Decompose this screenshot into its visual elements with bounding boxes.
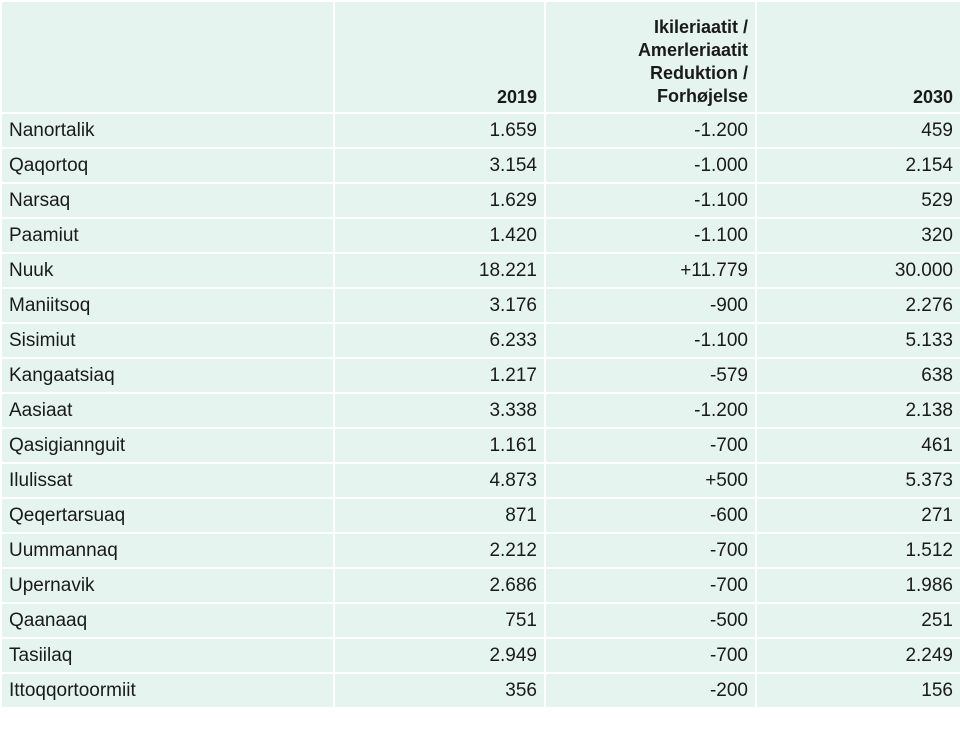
value-2030-cell: 2.249 <box>755 637 960 674</box>
value-2030-cell: 461 <box>755 427 960 464</box>
change-cell: -1.200 <box>544 392 757 429</box>
change-cell: -900 <box>544 287 757 324</box>
table-row: Qaanaaq 751 -500 251 <box>0 602 960 639</box>
municipality-cell: Ittoqqortoormiit <box>0 672 335 709</box>
value-2019-cell: 356 <box>333 672 546 709</box>
change-cell: -1.100 <box>544 217 757 254</box>
value-2030-cell: 1.512 <box>755 532 960 569</box>
change-cell: -579 <box>544 357 757 394</box>
value-2019-cell: 1.161 <box>333 427 546 464</box>
table-body: Nanortalik 1.659 -1.200 459 Qaqortoq 3.154 -1.… <box>0 112 960 709</box>
municipality-cell: Upernavik <box>0 567 335 604</box>
table-row: Qaqortoq 3.154 -1.000 2.154 <box>0 147 960 184</box>
table-row: Narsaq 1.629 -1.100 529 <box>0 182 960 219</box>
value-2019-cell: 18.221 <box>333 252 546 289</box>
change-cell: +11.779 <box>544 252 757 289</box>
table-row: Paamiut 1.420 -1.100 320 <box>0 217 960 254</box>
municipality-cell: Qasigiannguit <box>0 427 335 464</box>
municipality-cell: Nanortalik <box>0 112 335 149</box>
table-row: Ilulissat 4.873 +500 5.373 <box>0 462 960 499</box>
value-2019-cell: 4.873 <box>333 462 546 499</box>
header-change: Ikileriaatit / Amerleriaatit Reduktion /… <box>544 0 757 114</box>
value-2019-cell: 6.233 <box>333 322 546 359</box>
table-row: Qasigiannguit 1.161 -700 461 <box>0 427 960 464</box>
header-2019: 2019 <box>333 0 546 114</box>
municipality-cell: Paamiut <box>0 217 335 254</box>
value-2019-cell: 1.659 <box>333 112 546 149</box>
header-row: 2019 Ikileriaatit / Amerleriaatit Redukt… <box>0 0 960 114</box>
table-row: Upernavik 2.686 -700 1.986 <box>0 567 960 604</box>
change-cell: -1.100 <box>544 322 757 359</box>
value-2030-cell: 320 <box>755 217 960 254</box>
value-2030-cell: 271 <box>755 497 960 534</box>
value-2030-cell: 2.154 <box>755 147 960 184</box>
table-row: Nuuk 18.221 +11.779 30.000 <box>0 252 960 289</box>
value-2019-cell: 1.217 <box>333 357 546 394</box>
change-cell: -500 <box>544 602 757 639</box>
header-change-line-4: Forhøjelse <box>656 86 748 106</box>
change-cell: -700 <box>544 532 757 569</box>
value-2019-cell: 2.212 <box>333 532 546 569</box>
municipality-cell: Uummannaq <box>0 532 335 569</box>
table-row: Qeqertarsuaq 871 -600 271 <box>0 497 960 534</box>
value-2030-cell: 638 <box>755 357 960 394</box>
value-2019-cell: 1.420 <box>333 217 546 254</box>
value-2019-cell: 1.629 <box>333 182 546 219</box>
value-2030-cell: 5.373 <box>755 462 960 499</box>
municipality-cell: Sisimiut <box>0 322 335 359</box>
change-cell: -600 <box>544 497 757 534</box>
change-cell: -1.200 <box>544 112 757 149</box>
table-row: Uummannaq 2.212 -700 1.512 <box>0 532 960 569</box>
municipality-cell: Tasiilaq <box>0 637 335 674</box>
header-municipality <box>0 0 335 114</box>
municipality-cell: Kangaatsiaq <box>0 357 335 394</box>
table-row: Aasiaat 3.338 -1.200 2.138 <box>0 392 960 429</box>
change-cell: -200 <box>544 672 757 709</box>
value-2030-cell: 1.986 <box>755 567 960 604</box>
table-row: Maniitsoq 3.176 -900 2.276 <box>0 287 960 324</box>
value-2019-cell: 3.154 <box>333 147 546 184</box>
table-row: Tasiilaq 2.949 -700 2.249 <box>0 637 960 674</box>
header-change-line-3: Reduktion / <box>650 63 748 83</box>
table-row: Ittoqqortoormiit 356 -200 156 <box>0 672 960 709</box>
municipality-cell: Qeqertarsuaq <box>0 497 335 534</box>
change-cell: -700 <box>544 567 757 604</box>
value-2030-cell: 156 <box>755 672 960 709</box>
change-cell: -1.100 <box>544 182 757 219</box>
change-cell: +500 <box>544 462 757 499</box>
value-2019-cell: 2.686 <box>333 567 546 604</box>
municipality-cell: Qaqortoq <box>0 147 335 184</box>
value-2030-cell: 459 <box>755 112 960 149</box>
table-row: Kangaatsiaq 1.217 -579 638 <box>0 357 960 394</box>
value-2019-cell: 2.949 <box>333 637 546 674</box>
municipality-cell: Maniitsoq <box>0 287 335 324</box>
value-2030-cell: 5.133 <box>755 322 960 359</box>
value-2030-cell: 529 <box>755 182 960 219</box>
municipality-cell: Ilulissat <box>0 462 335 499</box>
table-row: Nanortalik 1.659 -1.200 459 <box>0 112 960 149</box>
value-2030-cell: 30.000 <box>755 252 960 289</box>
value-2019-cell: 3.176 <box>333 287 546 324</box>
change-cell: -700 <box>544 637 757 674</box>
value-2030-cell: 2.276 <box>755 287 960 324</box>
value-2019-cell: 871 <box>333 497 546 534</box>
header-change-line-1: Ikileriaatit / <box>653 17 748 37</box>
municipality-cell: Aasiaat <box>0 392 335 429</box>
header-2030: 2030 <box>755 0 960 114</box>
value-2030-cell: 251 <box>755 602 960 639</box>
value-2019-cell: 751 <box>333 602 546 639</box>
municipality-cell: Nuuk <box>0 252 335 289</box>
municipality-cell: Narsaq <box>0 182 335 219</box>
change-cell: -700 <box>544 427 757 464</box>
header-change-line-2: Amerleriaatit <box>637 40 748 60</box>
value-2019-cell: 3.338 <box>333 392 546 429</box>
value-2030-cell: 2.138 <box>755 392 960 429</box>
population-table: 2019 Ikileriaatit / Amerleriaatit Redukt… <box>0 0 960 709</box>
change-cell: -1.000 <box>544 147 757 184</box>
municipality-cell: Qaanaaq <box>0 602 335 639</box>
table-row: Sisimiut 6.233 -1.100 5.133 <box>0 322 960 359</box>
